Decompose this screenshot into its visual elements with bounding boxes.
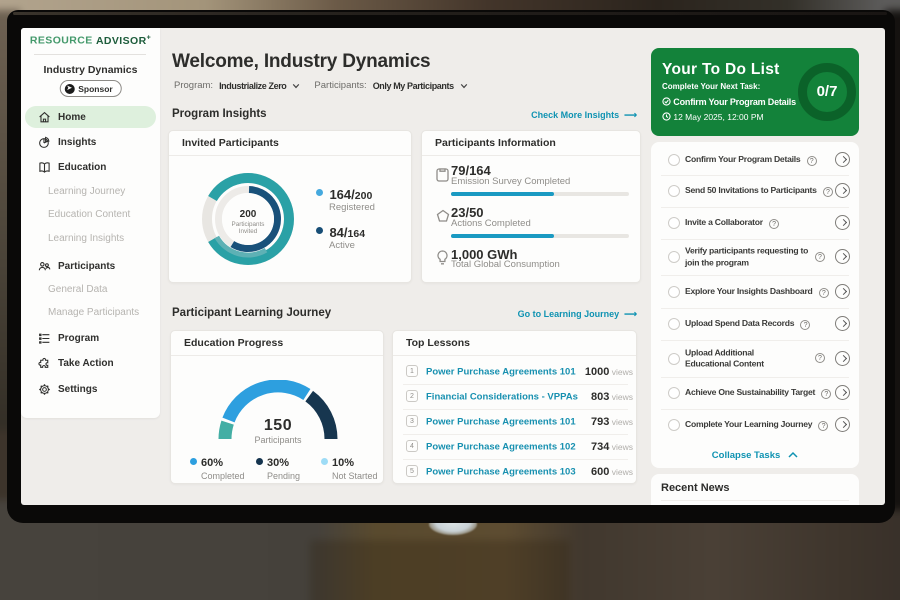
svg-text:Participants: Participants	[232, 221, 265, 228]
svg-text:200: 200	[240, 209, 257, 220]
svg-text:Invited: Invited	[239, 228, 258, 235]
